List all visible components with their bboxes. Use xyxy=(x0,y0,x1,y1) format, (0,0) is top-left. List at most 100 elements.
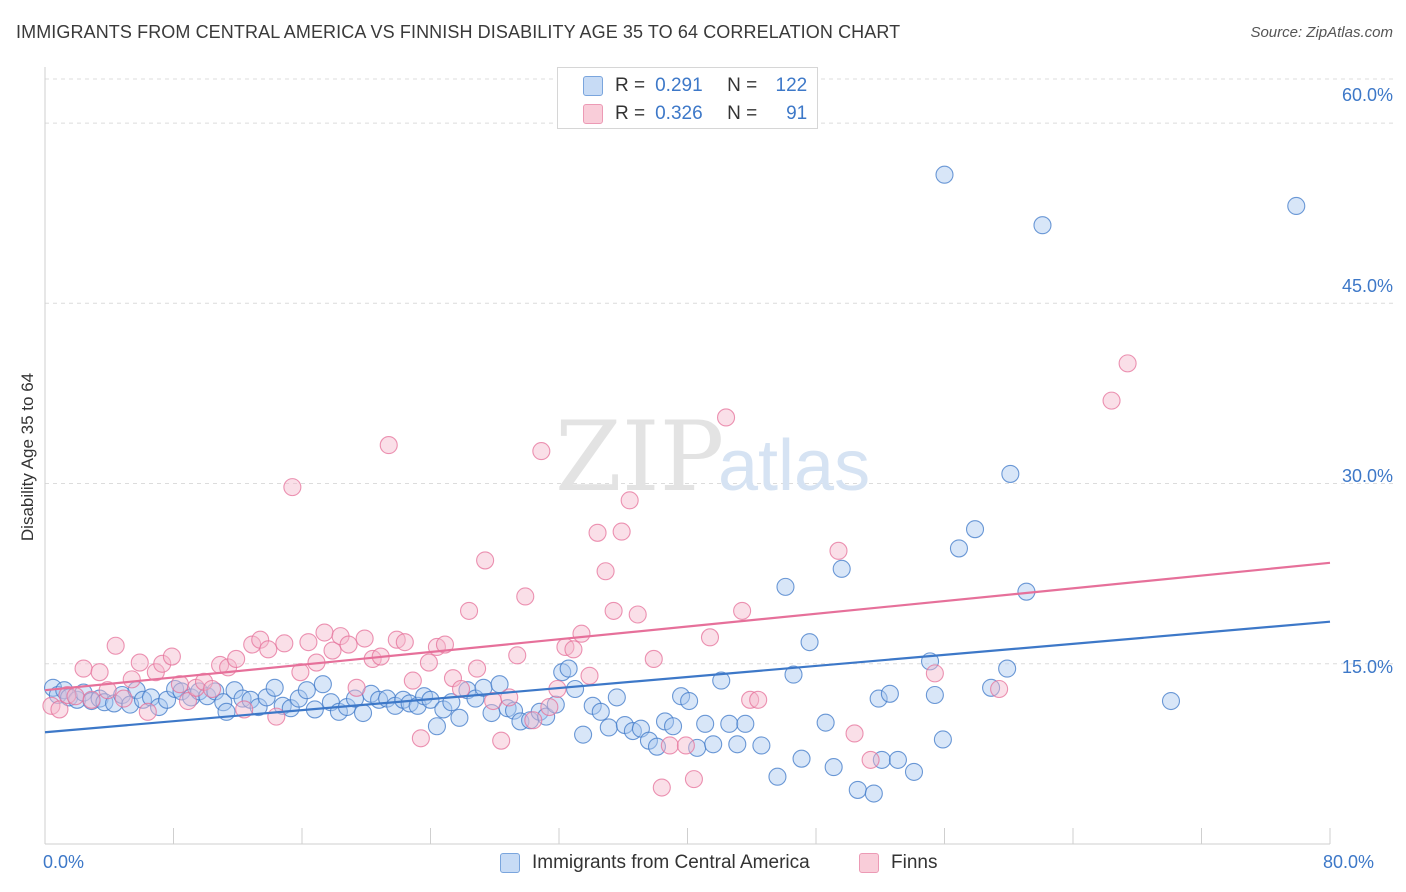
data-point-central-america xyxy=(566,679,585,699)
data-point-central-america xyxy=(313,675,332,694)
data-point-finns xyxy=(532,442,551,461)
data-point-central-america xyxy=(696,714,715,733)
data-point-finns xyxy=(588,523,607,542)
data-point-finns xyxy=(459,601,479,620)
data-point-finns xyxy=(227,649,246,669)
data-point-central-america xyxy=(880,684,899,703)
data-point-central-america xyxy=(728,735,747,754)
x-tick-label-min: 0.0% xyxy=(43,852,85,872)
data-point-finns xyxy=(644,649,663,669)
axes xyxy=(44,67,1331,845)
x-tick-label-max: 80.0% xyxy=(1323,852,1375,872)
data-point-finns xyxy=(524,711,543,730)
data-point-finns xyxy=(684,770,703,789)
data-point-finns xyxy=(82,690,101,709)
data-point-central-america xyxy=(864,784,883,803)
y-tick-label-60: 60.0% xyxy=(1341,85,1393,105)
data-point-central-america xyxy=(824,758,843,777)
data-point-finns xyxy=(403,671,422,690)
data-point-finns xyxy=(50,700,69,719)
data-point-central-america xyxy=(816,713,835,732)
data-point-central-america xyxy=(1001,464,1020,483)
data-point-central-america xyxy=(1287,196,1306,216)
data-point-finns xyxy=(395,633,414,652)
data-point-central-america xyxy=(559,659,578,678)
data-point-central-america xyxy=(949,539,969,558)
data-point-central-america xyxy=(511,712,530,731)
data-point-central-america xyxy=(574,725,593,744)
r-value: 0.291 xyxy=(655,75,703,96)
data-point-finns xyxy=(299,633,318,652)
data-point-central-america xyxy=(1033,216,1052,235)
data-point-finns xyxy=(733,601,752,620)
data-point-finns xyxy=(564,640,583,659)
data-point-central-america xyxy=(933,730,952,749)
data-point-central-america xyxy=(925,685,944,705)
data-point-finns xyxy=(275,634,294,653)
data-point-central-america xyxy=(784,665,803,684)
data-point-finns xyxy=(347,678,366,697)
data-point-finns xyxy=(66,687,85,706)
data-point-finns xyxy=(990,679,1009,699)
data-point-finns xyxy=(203,679,222,699)
data-point-central-america xyxy=(800,633,819,652)
data-point-finns xyxy=(620,491,639,510)
data-point-finns xyxy=(476,551,495,570)
data-point-finns xyxy=(153,654,172,673)
data-point-finns xyxy=(323,641,342,660)
data-point-finns xyxy=(130,653,149,672)
data-point-finns xyxy=(612,522,631,541)
data-point-finns xyxy=(1118,354,1137,373)
watermark: ZIP atlas xyxy=(555,401,870,513)
data-point-finns xyxy=(259,640,278,659)
data-point-finns xyxy=(74,659,93,678)
data-point-finns xyxy=(572,624,591,643)
data-point-central-america xyxy=(869,689,888,708)
data-point-finns xyxy=(355,629,374,648)
data-point-finns xyxy=(379,436,398,455)
data-point-central-america xyxy=(935,165,954,184)
data-point-finns xyxy=(468,659,487,678)
legend-label: Finns xyxy=(891,852,938,873)
trend-lines xyxy=(44,561,1331,734)
y-tick-label-45: 45.0% xyxy=(1341,276,1393,296)
data-point-central-america xyxy=(704,735,723,754)
legend-label: Immigrants from Central America xyxy=(532,852,810,873)
data-point-finns xyxy=(845,724,864,743)
n-label: N = xyxy=(727,75,758,96)
data-point-central-america xyxy=(832,559,851,578)
data-point-finns xyxy=(114,689,133,708)
data-point-finns xyxy=(604,601,623,620)
y-tick-label-30: 30.0% xyxy=(1341,466,1393,486)
data-point-finns xyxy=(1102,391,1121,410)
data-point-finns xyxy=(339,635,358,654)
data-point-finns xyxy=(700,628,720,647)
data-point-finns xyxy=(291,663,310,682)
data-point-central-america xyxy=(1161,691,1181,711)
data-point-finns xyxy=(98,681,117,700)
n-value: 122 xyxy=(775,75,808,96)
legend-swatch-blue xyxy=(583,76,603,96)
data-point-central-america xyxy=(904,762,924,781)
data-point-finns xyxy=(411,729,430,748)
legend-item-central-america: Immigrants from Central America xyxy=(500,852,810,874)
data-point-finns xyxy=(508,646,527,665)
data-point-central-america xyxy=(720,714,739,733)
data-point-finns xyxy=(861,750,880,769)
n-value: 91 xyxy=(786,103,808,124)
data-point-finns xyxy=(315,623,334,642)
data-point-central-america xyxy=(792,749,811,768)
data-point-central-america xyxy=(768,767,787,786)
data-point-finns xyxy=(628,605,647,624)
data-point-finns xyxy=(829,541,848,560)
data-point-finns xyxy=(749,690,768,709)
data-point-central-america xyxy=(848,780,867,799)
data-point-finns xyxy=(596,562,615,581)
data-point-finns xyxy=(162,647,181,666)
watermark-atlas: atlas xyxy=(718,426,870,506)
legend-swatch-pink xyxy=(583,104,603,124)
series-blue-points xyxy=(43,165,1306,803)
legend-row-pink: R = 0.326 N = 91 xyxy=(558,100,807,128)
data-point-finns xyxy=(676,736,695,755)
data-point-central-america xyxy=(752,736,771,755)
